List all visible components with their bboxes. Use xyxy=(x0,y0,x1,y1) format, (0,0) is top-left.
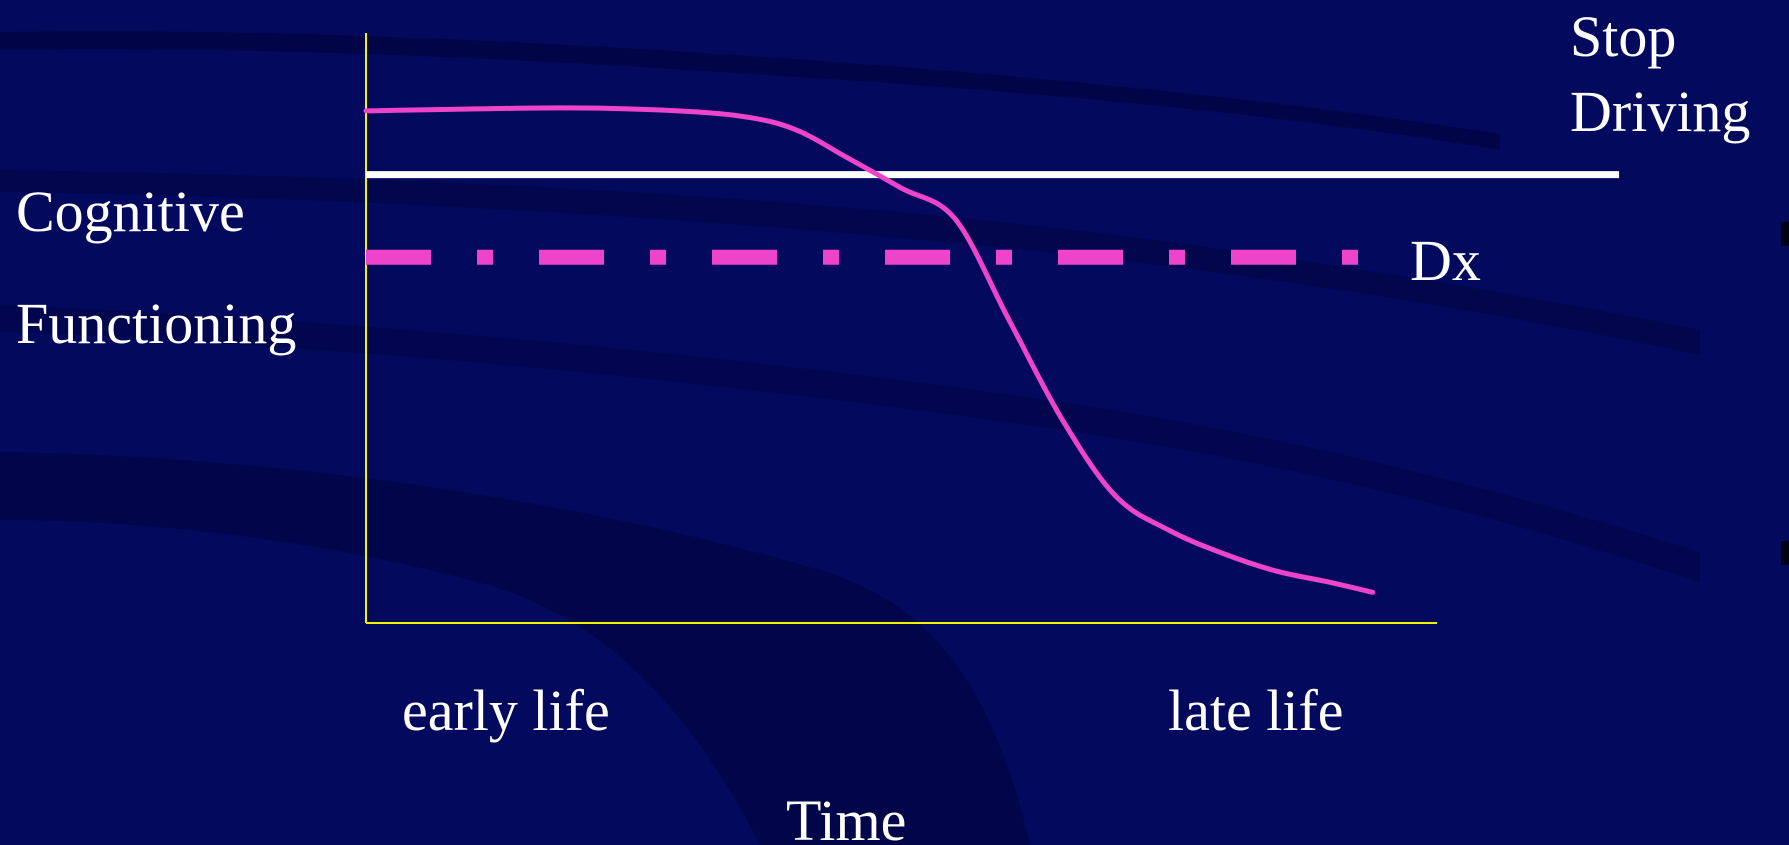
edge-marker-top xyxy=(1781,222,1789,246)
stop-driving-label-line-1: Stop xyxy=(1570,4,1677,69)
background-stripe-1 xyxy=(0,31,1500,150)
background-stripe-3 xyxy=(0,305,1700,582)
series-layer xyxy=(363,105,1376,595)
axis-layer xyxy=(365,33,1437,624)
y-axis-label-line-2: Functioning xyxy=(16,291,297,356)
background-stripe-2 xyxy=(0,170,1700,355)
x-tick-label-late-life: late life xyxy=(1168,678,1344,743)
y-axis-label-line-1: Cognitive xyxy=(16,179,245,244)
cognitive-function-series-line-1 xyxy=(363,105,1376,595)
x-tick-label-early-life: early life xyxy=(402,678,610,743)
dx-label: Dx xyxy=(1410,228,1481,293)
stop-driving-label-line-2: Driving xyxy=(1570,79,1751,144)
threshold-layer xyxy=(366,171,1620,265)
background-stripe-4 xyxy=(0,452,1030,845)
edge-marker-bottom xyxy=(1781,541,1789,565)
x-axis-label: Time xyxy=(786,788,907,845)
